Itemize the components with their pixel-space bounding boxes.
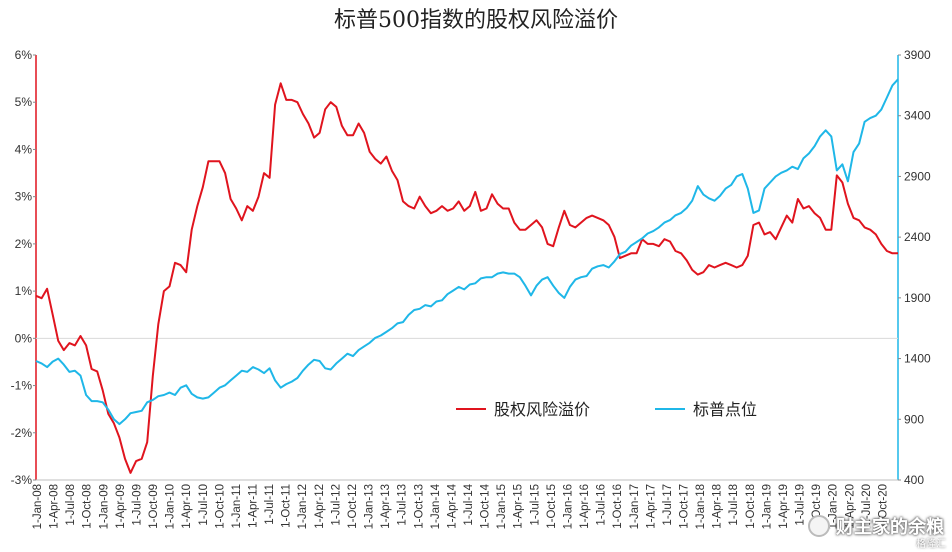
x-tick-label: 1-Oct-17 — [679, 484, 691, 529]
x-tick-label: 1-Apr-19 — [778, 484, 790, 529]
x-tick-label: 1-Apr-11 — [248, 484, 260, 528]
x-tick-label: 1-Oct-11 — [281, 484, 293, 528]
right-y-tick-label: 1900 — [904, 291, 931, 305]
x-tick-label: 1-Jul-09 — [131, 484, 143, 526]
left-y-tick-label: 4% — [15, 142, 33, 156]
x-tick-label: 1-Apr-13 — [380, 484, 392, 529]
left-y-tick-label: -3% — [11, 473, 33, 487]
x-tick-label: 1-Jul-13 — [397, 484, 409, 526]
left-y-tick-label: -1% — [11, 379, 33, 393]
x-tick-label: 1-Oct-12 — [347, 484, 359, 529]
x-tick-label: 1-Jan-17 — [629, 484, 641, 529]
x-tick-label: 1-Jan-18 — [695, 484, 707, 529]
x-tick-label: 1-Jan-19 — [761, 484, 773, 529]
x-tick-label: 1-Jul-08 — [65, 484, 77, 526]
x-tick-label: 1-Jan-14 — [430, 483, 442, 529]
x-tick-label: 1-Jan-10 — [165, 484, 177, 529]
wechat-logo-icon — [808, 515, 830, 537]
x-tick-label: 1-Jan-09 — [98, 484, 110, 529]
x-tick-label: 1-Jul-14 — [463, 483, 475, 525]
x-tick-label: 1-Apr-18 — [712, 484, 724, 529]
legend-label: 标普点位 — [693, 400, 757, 419]
x-tick-label: 1-Apr-08 — [49, 484, 61, 529]
left-y-tick-label: 6% — [15, 48, 33, 62]
left-y-tick-label: 1% — [15, 284, 33, 298]
x-tick-label: 1-Apr-15 — [513, 484, 525, 529]
x-tick-label: 1-Oct-15 — [546, 484, 558, 529]
left-y-tick-label: 5% — [15, 95, 33, 109]
x-tick-label: 1-Jan-15 — [496, 484, 508, 529]
right-y-tick-label: 400 — [904, 473, 924, 487]
left-y-tick-label: 2% — [15, 237, 33, 251]
left-y-tick-label: -2% — [11, 426, 33, 440]
right-y-tick-label: 2400 — [904, 230, 931, 244]
x-tick-label: 1-Jan-20 — [828, 484, 840, 529]
watermark: 财主家的余粮 — [754, 504, 944, 548]
x-tick-label: 1-Oct-08 — [82, 484, 94, 529]
right-y-tick-label: 3900 — [904, 48, 931, 62]
x-tick-label: 1-Jul-15 — [529, 484, 541, 526]
series-line-sp500 — [35, 78, 899, 426]
left-y-tick-label: 3% — [15, 190, 33, 204]
x-tick-label: 1-Jul-12 — [330, 484, 342, 526]
x-tick-label: 1-Jul-11 — [264, 484, 276, 525]
right-y-tick-label: 3400 — [904, 109, 931, 123]
watermark-subtext: 格隆汇 — [916, 539, 946, 550]
x-tick-label: 1-Apr-10 — [181, 484, 193, 529]
x-tick-label: 1-Oct-13 — [413, 484, 425, 529]
x-tick-label: 1-Jul-18 — [728, 484, 740, 526]
x-tick-label: 1-Jan-13 — [364, 484, 376, 529]
x-tick-label: 1-Apr-12 — [314, 484, 326, 529]
x-tick-label: 1-Oct-14 — [480, 483, 492, 528]
right-y-tick-label: 900 — [904, 412, 924, 426]
x-tick-label: 1-Apr-14 — [446, 483, 458, 528]
x-tick-label: 1-Jan-12 — [297, 484, 309, 529]
x-tick-label: 1-Oct-09 — [148, 484, 160, 529]
x-tick-label: 1-Apr-20 — [844, 484, 856, 529]
x-tick-label: 1-Apr-17 — [645, 484, 657, 529]
right-y-tick-label: 1400 — [904, 352, 931, 366]
x-tick-label: 1-Jul-17 — [662, 484, 674, 526]
x-tick-label: 1-Oct-18 — [745, 484, 757, 529]
x-tick-label: 1-Apr-09 — [115, 484, 127, 529]
x-tick-label: 1-Jul-19 — [795, 484, 807, 526]
x-tick-label: 1-Oct-16 — [612, 484, 624, 529]
x-tick-label: 1-Oct-20 — [877, 484, 889, 529]
legend-label: 股权风险溢价 — [494, 400, 590, 419]
x-tick-label: 1-Jan-11 — [231, 484, 243, 529]
x-tick-label: 1-Apr-16 — [579, 484, 591, 529]
right-y-tick-label: 2900 — [904, 169, 931, 183]
x-tick-label: 1-Jan-16 — [562, 484, 574, 529]
x-tick-label: 1-Jul-20 — [861, 484, 873, 526]
series-line-erp — [35, 82, 898, 474]
watermark-text: 财主家的余粮 — [836, 517, 944, 538]
x-tick-label: 1-Jul-16 — [596, 484, 608, 526]
x-tick-label: 1-Oct-10 — [214, 484, 226, 529]
left-y-tick-label: 0% — [15, 331, 33, 345]
x-tick-label: 1-Jan-08 — [32, 484, 44, 529]
x-tick-label: 1-Jul-10 — [198, 484, 210, 526]
chart-title: 标普500指数的股权风险溢价 — [334, 8, 618, 33]
